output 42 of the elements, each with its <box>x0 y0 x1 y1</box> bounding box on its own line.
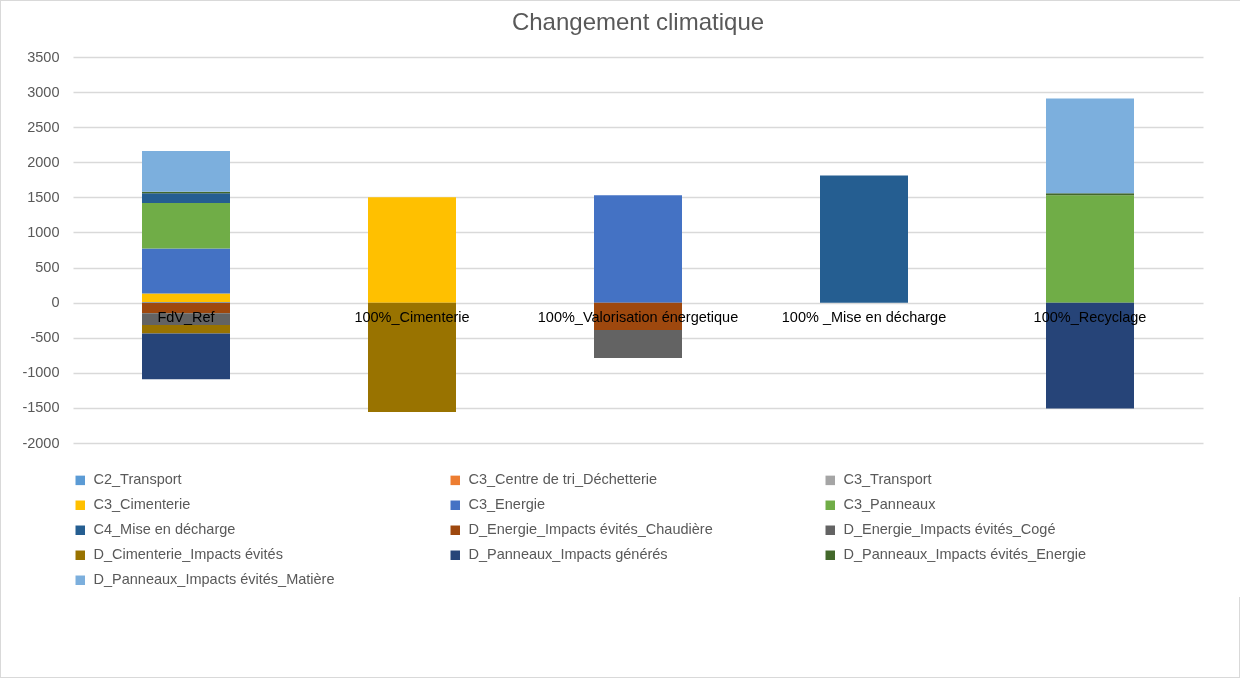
bar <box>1046 98 1134 194</box>
bar <box>594 330 682 359</box>
x-tick-label: 100% _Mise en décharge <box>781 309 947 326</box>
bar <box>368 197 456 303</box>
bar <box>142 151 230 192</box>
legend-label: C2_Transport <box>93 471 182 488</box>
y-tick-label: 0 <box>51 294 60 311</box>
legend-label: C3_Cimenterie <box>93 496 191 513</box>
bar <box>142 293 230 302</box>
y-tick-label: 1500 <box>27 188 60 205</box>
bar <box>594 195 682 303</box>
bar <box>1046 193 1134 196</box>
x-tick-label: FdV_Ref <box>157 309 216 326</box>
chart-title: Changement climatique <box>511 8 765 35</box>
y-tick-label: 1000 <box>27 223 60 240</box>
legend-label: D_Energie_Impacts évités_Cogé <box>843 521 1056 538</box>
bar <box>142 248 230 294</box>
y-tick-label: 3500 <box>27 48 60 65</box>
legend-label: C3_Transport <box>843 471 932 488</box>
bar <box>142 333 230 380</box>
legend-label: D_Cimenterie_Impacts évités <box>93 546 283 563</box>
y-tick-label: -2000 <box>22 434 60 451</box>
legend-label: C3_Centre de tri_Déchetterie <box>468 471 658 488</box>
legend-label: D_Panneaux_Impacts évités_Matière <box>93 571 335 588</box>
bar <box>1046 195 1134 303</box>
legend-label: D_Panneaux_Impacts évités_Energie <box>843 546 1087 563</box>
bar <box>142 202 230 249</box>
legend-label: C3_Energie <box>468 496 546 513</box>
legend-label: D_Energie_Impacts évités_Chaudière <box>468 521 713 538</box>
y-tick-label: 2000 <box>27 153 60 170</box>
y-tick-label: 2500 <box>27 118 60 135</box>
legend-label: D_Panneaux_Impacts générés <box>468 546 668 563</box>
legend-label: C4_Mise en décharge <box>93 521 236 538</box>
legend-label: C3_Panneaux <box>843 496 937 513</box>
y-tick-label: -500 <box>30 329 60 346</box>
y-tick-label: 500 <box>35 259 60 276</box>
bar <box>142 325 230 334</box>
y-tick-label: -1500 <box>22 399 60 416</box>
bar <box>820 175 908 303</box>
y-tick-label: -1000 <box>22 364 60 381</box>
y-tick-label: 3000 <box>27 83 60 100</box>
bar <box>142 193 230 203</box>
